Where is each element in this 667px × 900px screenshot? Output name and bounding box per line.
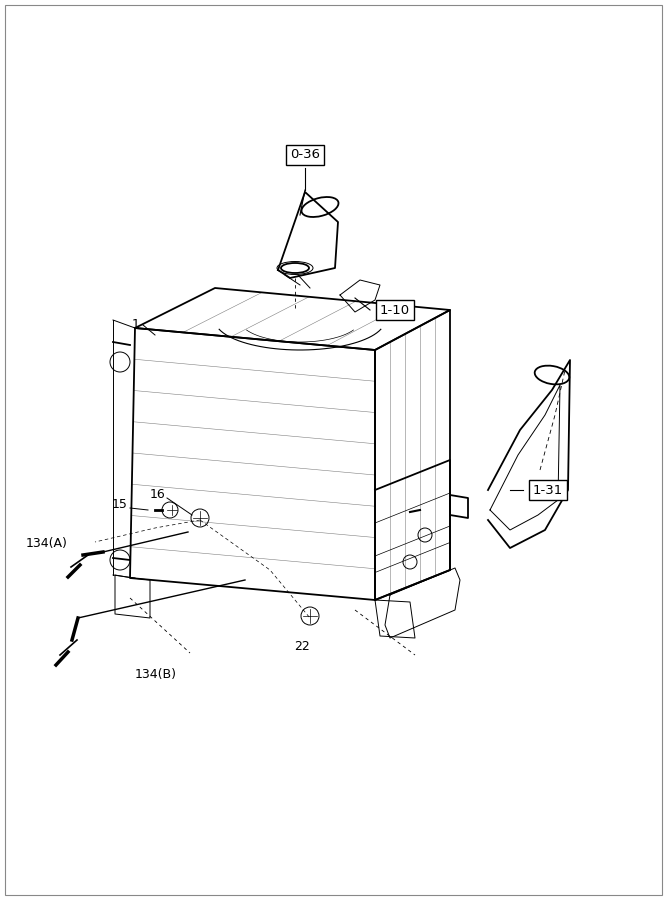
- Text: 134(B): 134(B): [135, 668, 177, 681]
- Text: 1-31: 1-31: [533, 483, 563, 497]
- Text: 15: 15: [112, 499, 128, 511]
- Text: 22: 22: [294, 640, 310, 653]
- Text: 1-10: 1-10: [380, 303, 410, 317]
- Text: 134(A): 134(A): [26, 536, 68, 550]
- Text: 16: 16: [149, 489, 165, 501]
- Text: 1: 1: [132, 319, 140, 331]
- Text: 0-36: 0-36: [290, 148, 320, 161]
